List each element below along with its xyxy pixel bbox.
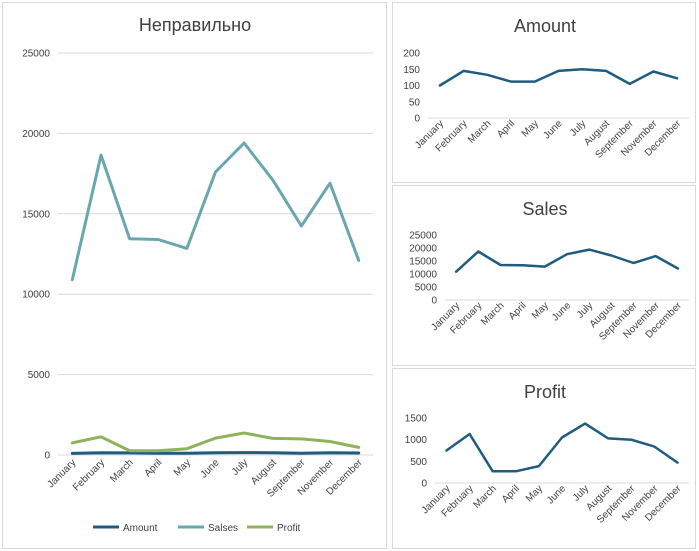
y-tick-label: 0 bbox=[421, 479, 427, 490]
y-tick-label: 15000 bbox=[22, 209, 50, 220]
series-line-amount bbox=[438, 68, 679, 87]
y-tick-label: 50 bbox=[409, 97, 421, 108]
x-tick-label: June bbox=[542, 118, 565, 141]
y-tick-label: 1500 bbox=[405, 414, 428, 425]
series-line-profit bbox=[445, 422, 679, 473]
x-tick-label: June bbox=[545, 483, 568, 506]
y-tick-label: 15000 bbox=[409, 257, 437, 268]
series-line-profit bbox=[70, 431, 361, 453]
x-tick-label: March bbox=[108, 457, 135, 484]
x-tick-label: June bbox=[550, 300, 573, 323]
main-chart: Неправильно0500010000150002000025000Janu… bbox=[22, 15, 373, 534]
y-tick-label: 200 bbox=[403, 49, 420, 60]
x-tick-label: March bbox=[479, 300, 506, 327]
y-tick-label: 500 bbox=[410, 457, 427, 468]
y-tick-label: 1000 bbox=[405, 435, 428, 446]
profit-chart-panel: Profit 0 500 1000 1500 January February March Ap… bbox=[392, 368, 696, 549]
y-tick-label: 20000 bbox=[22, 129, 50, 140]
x-tick-label: May bbox=[530, 300, 551, 321]
y-tick-label: 0 bbox=[414, 114, 420, 125]
x-tick-label: April bbox=[495, 118, 517, 140]
amount-chart-panel: Amount 0 50 100 150 200 January February March Ap… bbox=[392, 2, 696, 183]
sales-chart: Sales0500010000150002000025000JanuaryFeb… bbox=[409, 199, 689, 343]
x-tick-label: May bbox=[520, 118, 541, 139]
chart-title: Неправильно bbox=[139, 15, 251, 35]
legend-label-salses: Salses bbox=[208, 523, 238, 534]
chart-title: Amount bbox=[514, 16, 576, 36]
x-tick-label: July bbox=[230, 457, 250, 477]
y-tick-label: 150 bbox=[403, 65, 420, 76]
y-tick-label: 5000 bbox=[28, 370, 51, 381]
series-line-salses bbox=[70, 141, 361, 282]
x-tick-label: July bbox=[568, 118, 588, 138]
chart-title: Profit bbox=[524, 382, 566, 402]
y-tick-label: 10000 bbox=[22, 290, 50, 301]
y-tick-label: 25000 bbox=[409, 231, 437, 242]
y-tick-label: 5000 bbox=[415, 283, 438, 294]
y-tick-label: 0 bbox=[44, 451, 50, 462]
legend-label-amount: Amount bbox=[123, 523, 158, 534]
x-tick-label: May bbox=[172, 457, 193, 478]
y-tick-label: 0 bbox=[431, 296, 437, 307]
x-tick-label: April bbox=[142, 457, 164, 479]
sales-chart-panel: Sales 0 5000 10000 15000 20000 25000 January Feb… bbox=[392, 185, 696, 366]
y-tick-label: 25000 bbox=[22, 49, 50, 60]
x-tick-label: March bbox=[471, 483, 498, 510]
x-tick-label: March bbox=[466, 118, 493, 145]
x-tick-label: April bbox=[507, 300, 529, 322]
x-tick-label: June bbox=[199, 457, 222, 480]
y-tick-label: 100 bbox=[403, 81, 420, 92]
chart-title: Sales bbox=[522, 199, 567, 219]
series-line-amount bbox=[70, 451, 361, 455]
series-line-sales bbox=[454, 248, 680, 273]
y-tick-label: 20000 bbox=[409, 244, 437, 255]
x-tick-label: February bbox=[71, 457, 107, 493]
x-tick-label: April bbox=[500, 483, 522, 505]
y-tick-label: 10000 bbox=[409, 270, 437, 281]
legend-label-profit: Profit bbox=[277, 523, 301, 534]
x-tick-label: May bbox=[524, 483, 545, 504]
main-chart-panel: Неправильно 0 5000 10000 15000 20000 25000 Janu… bbox=[2, 2, 387, 549]
